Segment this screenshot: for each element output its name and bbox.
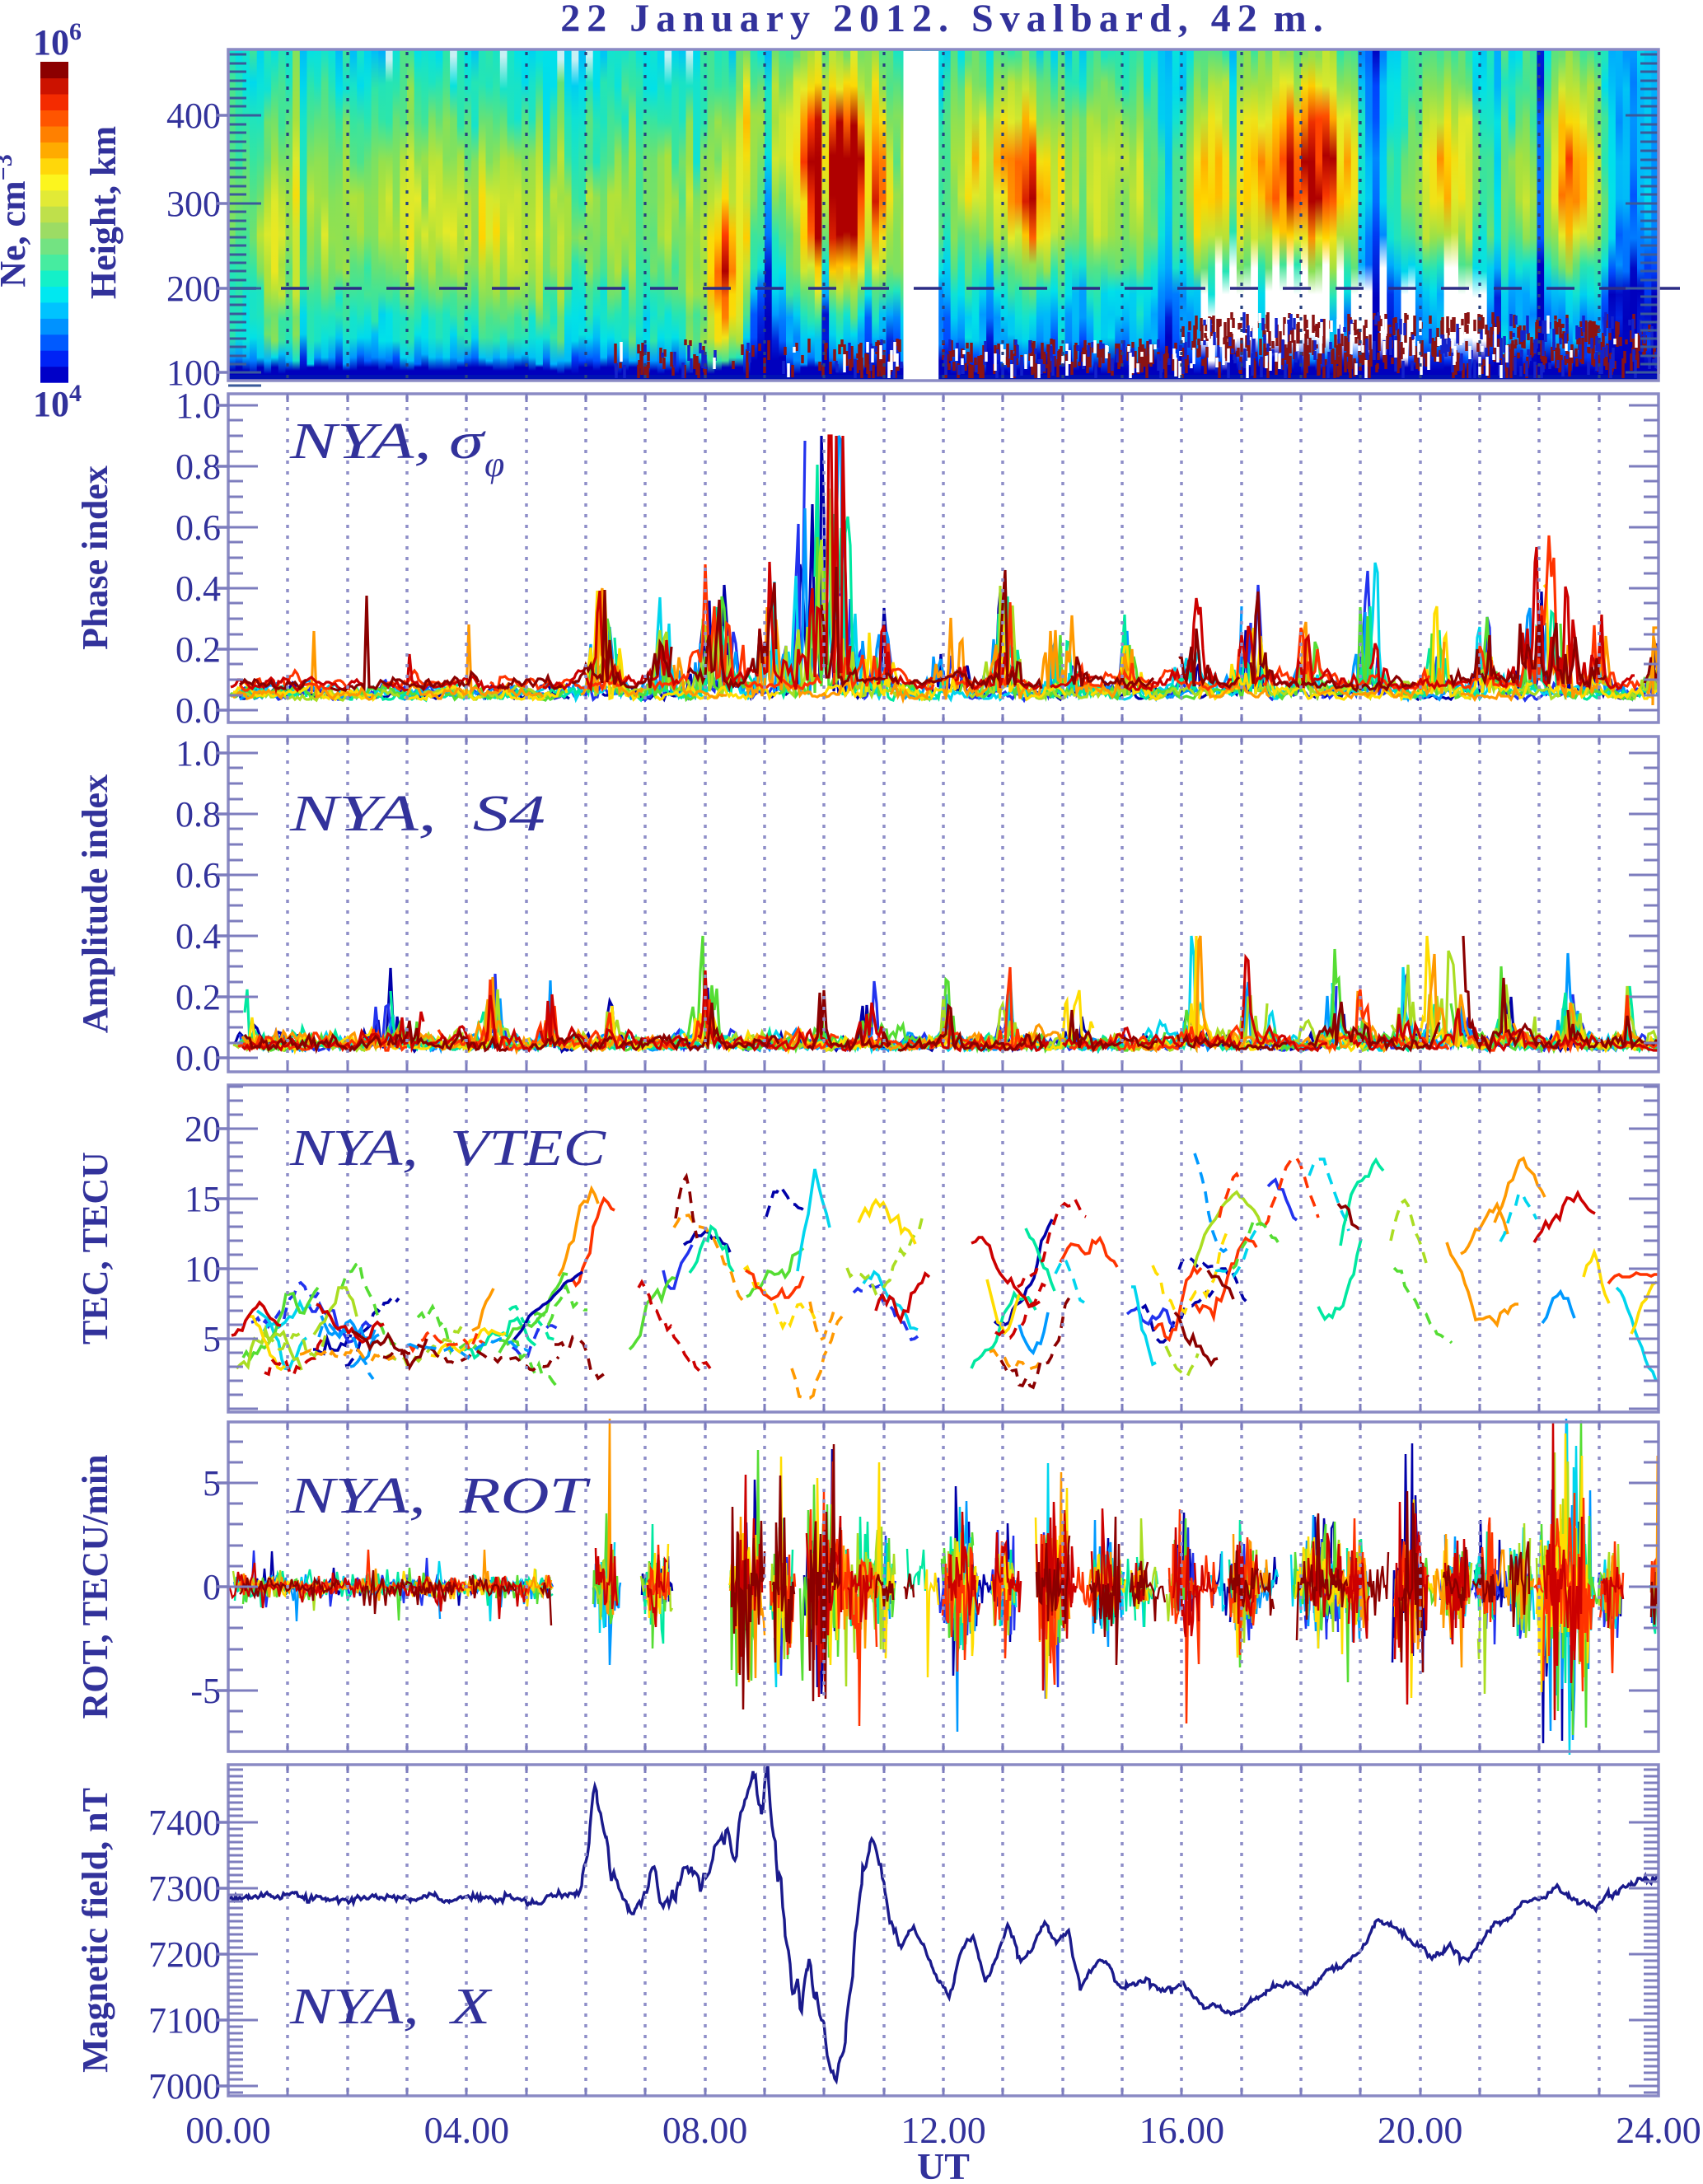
svg-text:UT: UT [917, 2145, 970, 2184]
svg-text:7300: 7300 [148, 1868, 221, 1909]
svg-text:Magnetic field, nT: Magnetic field, nT [75, 1788, 115, 2073]
svg-text:Amplitude index: Amplitude index [75, 774, 115, 1033]
svg-text:ROT, TECU/min: ROT, TECU/min [75, 1454, 115, 1719]
svg-text:20.00: 20.00 [1378, 2109, 1463, 2151]
svg-text:0.4: 0.4 [175, 916, 221, 956]
svg-text:1.0: 1.0 [175, 733, 221, 774]
svg-text:0.8: 0.8 [175, 794, 221, 835]
svg-text:5: 5 [203, 1463, 221, 1504]
svg-text:00.00: 00.00 [185, 2109, 271, 2151]
svg-text:08.00: 08.00 [662, 2109, 748, 2151]
svg-text:NYA, X: NYA, X [289, 1979, 493, 2035]
svg-text:24.00: 24.00 [1616, 2109, 1701, 2151]
svg-text:15: 15 [185, 1179, 221, 1219]
svg-text:7100: 7100 [148, 2000, 221, 2041]
svg-text:0.6: 0.6 [175, 507, 221, 548]
svg-text:NYA, VTEC: NYA, VTEC [289, 1120, 606, 1176]
svg-text:0.0: 0.0 [175, 690, 221, 731]
svg-text:0.6: 0.6 [175, 855, 221, 896]
svg-text:0.0: 0.0 [175, 1038, 221, 1078]
svg-text:Phase index: Phase index [75, 465, 115, 650]
svg-text:TEC, TECU: TEC, TECU [75, 1152, 115, 1345]
svg-text:10: 10 [185, 1249, 221, 1289]
svg-text:0.2: 0.2 [175, 977, 221, 1017]
svg-text:Height, km: Height, km [83, 126, 124, 299]
svg-text:12.00: 12.00 [901, 2109, 986, 2151]
svg-text:0.4: 0.4 [175, 568, 221, 609]
svg-text:φ: φ [484, 444, 504, 484]
svg-text:7400: 7400 [148, 1803, 221, 1843]
svg-text:0.8: 0.8 [175, 447, 221, 487]
svg-text:100: 100 [166, 353, 221, 393]
svg-text:22 January 2012. Svalbard, 42: 22 January 2012. Svalbard, 42 m. [560, 0, 1329, 40]
svg-text:NYA, S4: NYA, S4 [289, 786, 545, 842]
svg-text:0.2: 0.2 [175, 629, 221, 670]
svg-text:20: 20 [185, 1109, 221, 1149]
svg-text:5: 5 [203, 1319, 221, 1359]
svg-text:16.00: 16.00 [1139, 2109, 1225, 2151]
svg-text:04.00: 04.00 [424, 2109, 510, 2151]
svg-text:1.0: 1.0 [175, 386, 221, 426]
svg-text:0: 0 [203, 1567, 221, 1607]
svg-text:200: 200 [166, 269, 221, 309]
svg-text:7200: 7200 [148, 1934, 221, 1975]
svg-text:NYA, σ: NYA, σ [289, 414, 487, 470]
svg-text:7000: 7000 [148, 2066, 221, 2107]
svg-text:400: 400 [166, 96, 221, 136]
svg-text:300: 300 [166, 184, 221, 224]
svg-text:NYA, ROT: NYA, ROT [289, 1468, 592, 1524]
svg-text:-5: -5 [190, 1671, 221, 1711]
